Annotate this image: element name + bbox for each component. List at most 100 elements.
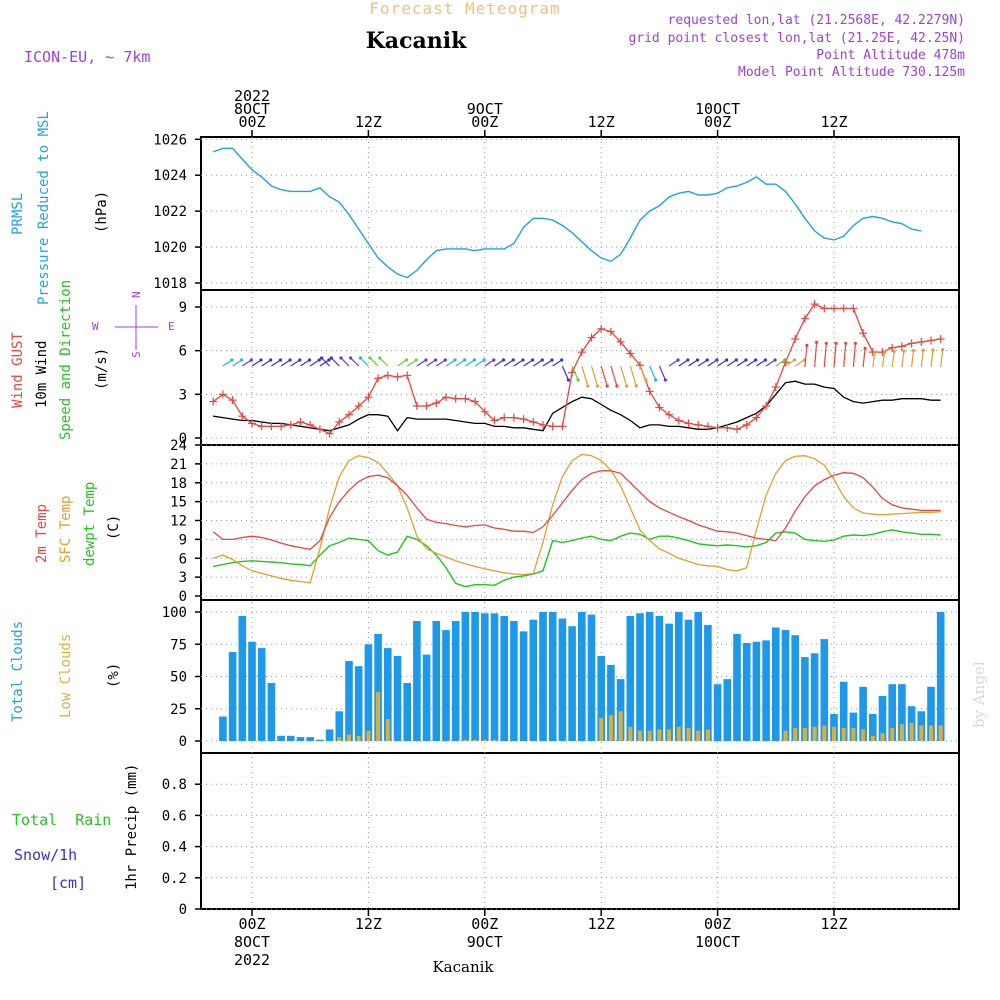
wind-arrow-head: [566, 378, 571, 382]
precip-tick-label-0: 0: [179, 902, 187, 918]
wind-arrow-shaft: [756, 359, 766, 367]
low-clouds-bar: [696, 730, 701, 741]
wind-arrow-head: [482, 358, 486, 362]
total-clouds-bar: [519, 631, 528, 741]
wind-arrow-shaft: [340, 357, 350, 367]
wind-arrow-shaft: [658, 365, 666, 381]
wind-arrow-head: [349, 356, 353, 360]
wind-arrow-shaft: [271, 359, 281, 367]
total-clouds-bar: [393, 655, 402, 741]
low-clouds-bar: [861, 729, 866, 741]
total-clouds-bar: [548, 612, 557, 741]
low-clouds-bar: [608, 715, 613, 741]
wind-arrow: [920, 348, 925, 368]
low-clouds-bar: [783, 730, 788, 741]
total-clouds-bar: [859, 686, 867, 741]
total-clouds-bar: [277, 735, 285, 741]
low-clouds-bar: [638, 730, 642, 741]
wind-arrow: [513, 358, 525, 367]
plot-series: [209, 147, 945, 742]
clouds-unit: (%): [106, 663, 122, 688]
total-clouds-bar: [839, 681, 848, 741]
wind-arrow-head: [531, 358, 535, 362]
low-clouds-bar: [463, 739, 468, 741]
gust-marker: [412, 401, 421, 410]
wind-arrow: [416, 358, 428, 367]
pressure-panel: [200, 136, 960, 291]
wind-arrow: [484, 358, 496, 367]
top-time-label-2-1: 00Z: [471, 113, 498, 131]
pressure-tick-label-3: 1024: [153, 168, 187, 184]
total-clouds-bar: [694, 612, 702, 741]
clouds-tick-label-3: 75: [170, 637, 187, 653]
total-clouds-bar: [849, 712, 858, 741]
gust-marker: [577, 348, 586, 357]
wind-arrow-head: [540, 358, 544, 362]
model-altitude: Model Point Altitude 730.125m: [738, 65, 965, 80]
gust-marker: [364, 393, 373, 402]
wind-arrow: [901, 349, 906, 368]
low-clouds-bar: [880, 733, 885, 741]
wind-arrow-head: [892, 349, 896, 353]
wind-arrow-head: [492, 358, 496, 362]
wind-arrow-head: [404, 358, 409, 362]
wind-arrow-shaft: [911, 350, 915, 368]
clouds-tick-label-4: 100: [162, 605, 187, 621]
wind-arrow-head: [834, 341, 838, 345]
grid-lines: [201, 137, 959, 910]
gust-marker: [917, 337, 926, 346]
gust-marker: [451, 394, 460, 403]
wind-tick-label-0: 0: [179, 431, 187, 447]
total-clouds-bar: [597, 655, 605, 741]
wind-arrow-shaft: [581, 365, 589, 387]
wind-arrow-head: [654, 378, 658, 382]
gust-marker: [539, 420, 547, 429]
wind-arrow: [523, 358, 535, 367]
wind-arrow-head: [298, 358, 302, 362]
temp-tick-label-3: 9: [179, 532, 187, 548]
pressure-msl-label: Pressure Reduced to MSL: [36, 111, 52, 305]
wind-arrow-shaft: [455, 359, 466, 367]
wind-arrow: [251, 358, 263, 367]
wind-arrow-shaft: [290, 359, 301, 367]
wind-arrow-head: [320, 356, 324, 360]
wind-speed-dir-label: Speed and Direction: [58, 280, 74, 440]
pressure-tick-label-4: 1026: [153, 132, 187, 148]
wind-arrow-head: [931, 348, 935, 352]
total-clouds-bar: [490, 613, 499, 741]
wind-arrow-shaft: [794, 359, 805, 367]
wind-arrow: [610, 365, 619, 388]
gust-marker: [422, 401, 431, 410]
gust-marker: [354, 401, 363, 410]
total-clouds-bar: [384, 648, 392, 741]
gust-marker: [839, 304, 848, 313]
wind-arrow-head: [501, 358, 506, 362]
wind-arrow-shaft: [474, 359, 485, 367]
total-clouds-bar: [364, 644, 373, 742]
wind-arrow-shaft: [717, 359, 727, 367]
temp-tick-label-4: 12: [170, 514, 187, 530]
wind-arrow-shaft: [697, 359, 708, 367]
gust-marker: [936, 335, 945, 344]
gust-marker: [432, 399, 441, 408]
wind-arrow-shaft: [571, 365, 579, 381]
gust-marker: [626, 349, 635, 358]
wind-arrow-shaft: [523, 359, 533, 367]
wind-arrow: [940, 348, 945, 368]
total-clouds-bar: [752, 641, 761, 741]
low-clouds-bar: [870, 735, 875, 741]
gust-marker: [306, 420, 315, 429]
wind-arrow: [300, 358, 312, 367]
wind-arrow-shaft: [369, 357, 379, 367]
total-clouds-bar: [820, 639, 829, 741]
wind-arrow: [872, 350, 877, 368]
wind-arrow-shaft: [590, 365, 599, 387]
wind-arrow-shaft: [552, 359, 563, 367]
total-clouds-bar: [335, 711, 344, 741]
gust-marker: [558, 422, 567, 431]
wind-arrow-shaft: [862, 348, 866, 368]
low-clouds-bar: [337, 737, 342, 741]
wind-10m-label: 10m Wind: [34, 341, 50, 408]
gust-marker: [597, 324, 606, 333]
